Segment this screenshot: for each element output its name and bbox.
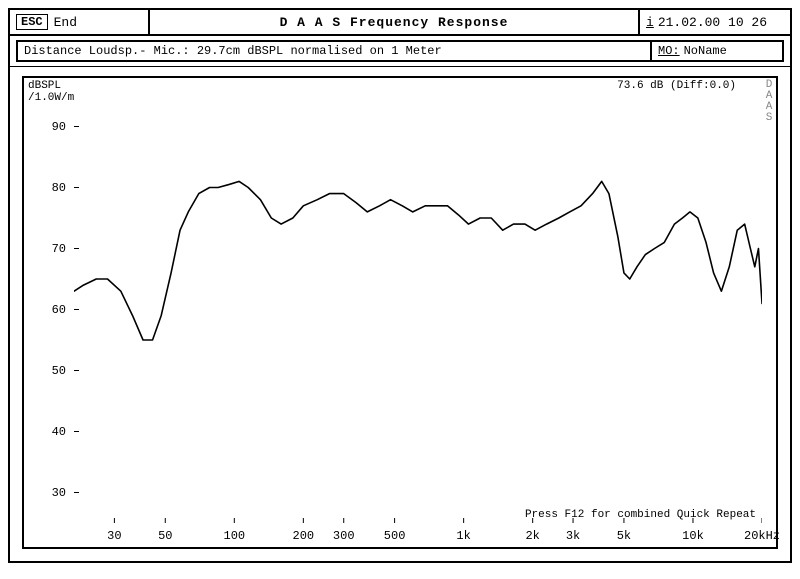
- ytick-label: 70: [24, 242, 70, 256]
- info-right: MO: NoName: [652, 42, 782, 60]
- ytick-label: 60: [24, 303, 70, 317]
- ytick-label: 30: [24, 486, 70, 500]
- datetime: 21.02.00 10 26: [658, 15, 767, 30]
- xtick-label: 5k: [617, 529, 631, 543]
- esc-box[interactable]: ESC End: [10, 10, 150, 34]
- esc-key: ESC: [16, 14, 48, 30]
- ytick-label: 80: [24, 181, 70, 195]
- xtick-label: 300: [333, 529, 355, 543]
- ylabel2: /1.0W/m: [28, 92, 74, 104]
- xtick-label: 100: [223, 529, 245, 543]
- infobar-wrap: Distance Loudsp.- Mic.: 29.7cm dBSPL nor…: [10, 36, 790, 67]
- frequency-response-curve: [74, 96, 762, 523]
- infobar: Distance Loudsp.- Mic.: 29.7cm dBSPL nor…: [16, 40, 784, 62]
- plot-inner: [74, 96, 762, 523]
- app-title: D A A S Frequency Response: [280, 15, 509, 30]
- info-i[interactable]: i: [646, 15, 654, 30]
- daas-watermark: DAAS: [764, 80, 774, 124]
- distance-text: Distance Loudsp.- Mic.: 29.7cm dBSPL nor…: [24, 44, 442, 58]
- ytick-label: 90: [24, 120, 70, 134]
- xtick-label: 50: [158, 529, 172, 543]
- topbar: ESC End D A A S Frequency Response i 21.…: [10, 10, 790, 36]
- ytick-label: 50: [24, 364, 70, 378]
- xtick-label: 500: [384, 529, 406, 543]
- date-box: i 21.02.00 10 26: [640, 10, 790, 34]
- mo-label: MO:: [658, 44, 680, 58]
- xtick-label: 20kHz: [744, 529, 780, 543]
- xtick-label: 3k: [566, 529, 580, 543]
- ylabel1: dBSPL: [28, 80, 74, 92]
- y-axis-label: dBSPL /1.0W/m: [28, 80, 74, 104]
- ytick-label: 40: [24, 425, 70, 439]
- xtick-label: 200: [293, 529, 315, 543]
- xtick-label: 30: [107, 529, 121, 543]
- xtick-label: 10k: [682, 529, 704, 543]
- end-label: End: [54, 15, 77, 30]
- app-frame: ESC End D A A S Frequency Response i 21.…: [8, 8, 792, 563]
- title-box: D A A S Frequency Response: [150, 10, 640, 34]
- readout: 73.6 dB (Diff:0.0): [617, 80, 736, 92]
- plot-area: dBSPL /1.0W/m 73.6 dB (Diff:0.0) DAAS Pr…: [22, 76, 778, 549]
- mo-name: NoName: [684, 44, 727, 58]
- xtick-label: 2k: [525, 529, 539, 543]
- xtick-label: 1k: [456, 529, 470, 543]
- info-left: Distance Loudsp.- Mic.: 29.7cm dBSPL nor…: [18, 42, 652, 60]
